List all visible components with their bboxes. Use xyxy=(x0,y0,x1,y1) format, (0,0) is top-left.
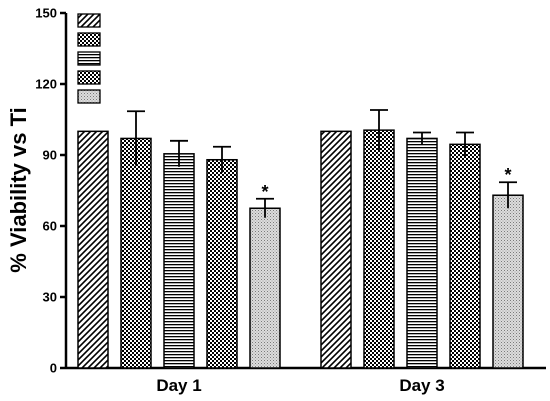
y-tick-label: 60 xyxy=(43,219,57,234)
y-tick-label: 150 xyxy=(35,6,57,21)
bars-group: ** xyxy=(77,109,524,369)
bar xyxy=(206,158,238,369)
y-axis-ticks: 0 30 60 90 120 150 xyxy=(35,6,66,376)
legend-label: Ti-pDOP-E2-10µg xyxy=(105,90,205,104)
legend-label: Ti-pDOP xyxy=(105,33,153,47)
y-tick-label: 90 xyxy=(43,148,57,163)
y-axis-title: % Viability vs Ti xyxy=(6,107,31,272)
bar xyxy=(163,153,195,369)
x-tick-label: Day 1 xyxy=(156,376,201,395)
x-axis-tick-labels: Day 1 Day 3 xyxy=(156,376,444,395)
x-tick-label: Day 3 xyxy=(399,376,444,395)
legend-swatch xyxy=(77,32,101,47)
y-tick-label: 120 xyxy=(35,77,57,92)
legend-swatch xyxy=(77,89,101,104)
legend-label: Ti-pDOP-E2-0.1µg xyxy=(105,52,208,66)
bar xyxy=(249,207,281,369)
bar xyxy=(363,129,395,369)
y-tick-label: 0 xyxy=(50,361,57,376)
legend-swatch xyxy=(77,51,101,66)
bar xyxy=(320,130,352,369)
legend-label: Ti-pDOP-E2-1µg xyxy=(105,71,198,85)
y-tick-label: 30 xyxy=(43,290,57,305)
legend: Ti Ti-pDOP Ti-pDOP-E2-0.1µg Ti-pDOP-E2-1µg T… xyxy=(77,13,208,104)
significance-marker: * xyxy=(504,165,511,185)
bar xyxy=(77,130,109,369)
bar xyxy=(449,143,481,369)
bar xyxy=(120,137,152,369)
legend-swatch xyxy=(77,13,101,28)
legend-swatch xyxy=(77,70,101,85)
significance-marker: * xyxy=(261,182,268,202)
bar xyxy=(406,137,438,369)
legend-label: Ti xyxy=(105,14,115,28)
bar xyxy=(492,194,524,369)
